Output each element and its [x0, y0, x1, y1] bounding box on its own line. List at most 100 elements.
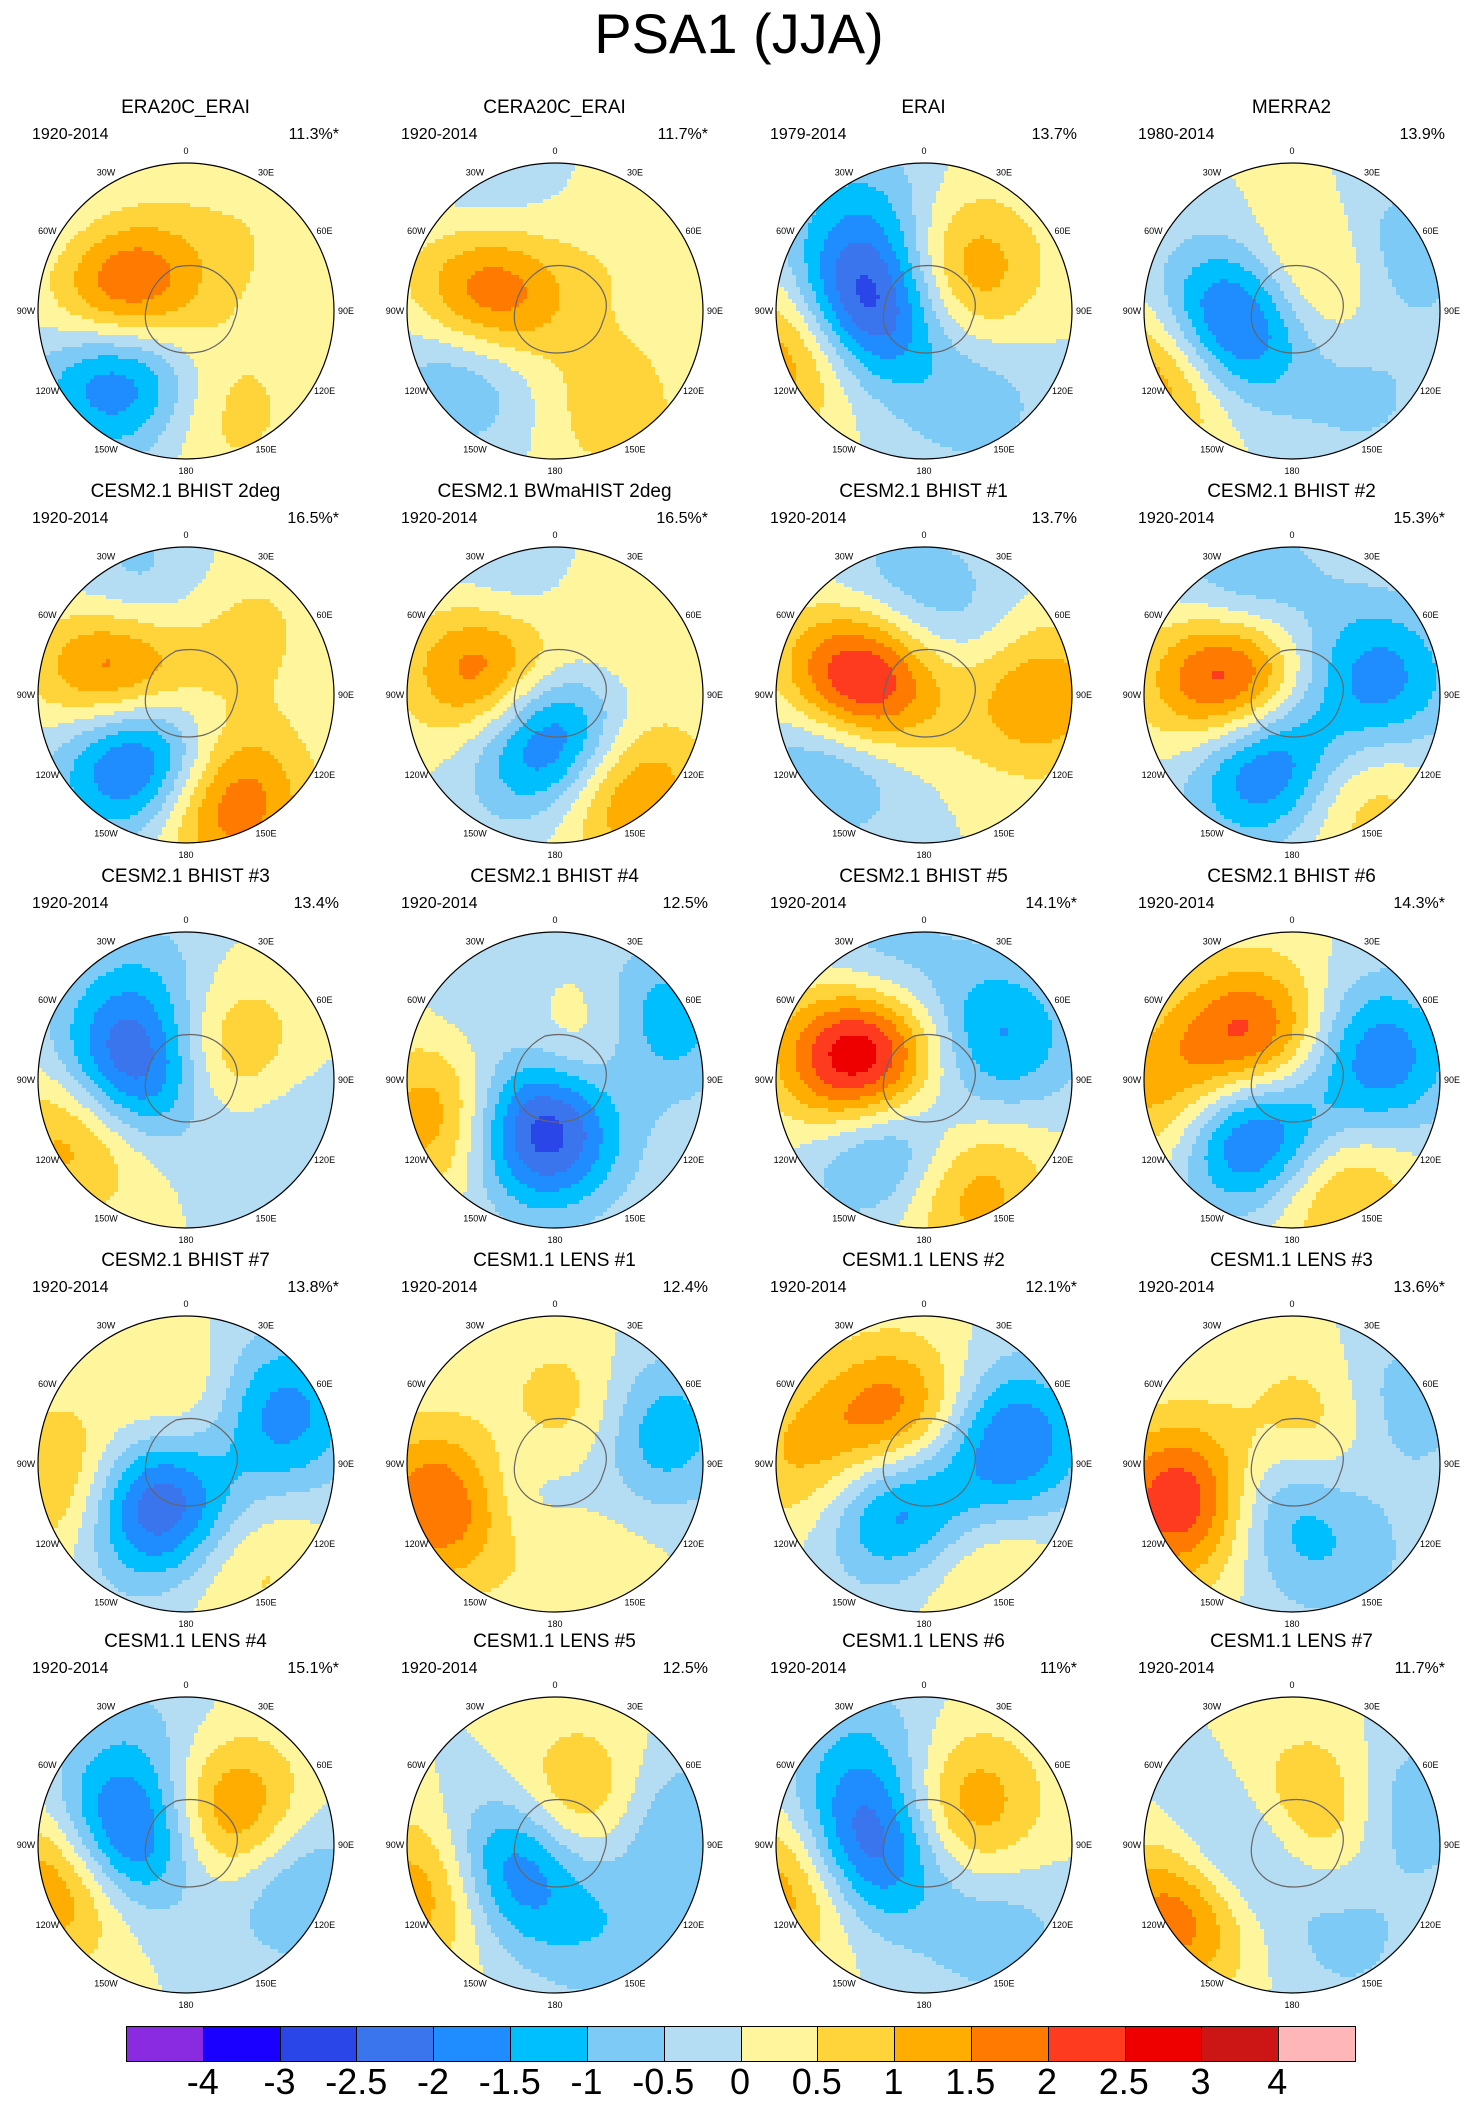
longitude-label: 180 — [547, 1619, 562, 1629]
colorbar-swatch — [511, 2027, 588, 2061]
longitude-label: 30E — [996, 167, 1012, 177]
longitude-label: 120E — [683, 1920, 704, 1930]
longitude-label: 60W — [38, 995, 57, 1005]
longitude-label: 30W — [97, 551, 116, 561]
longitude-label: 30W — [835, 1701, 854, 1711]
contour-field — [1144, 1697, 1441, 1994]
longitude-label: 30W — [835, 167, 854, 177]
map-panel: CESM2.1 BHIST #3 1920-2014 13.4% 0 30E 60E 90E… — [2, 866, 369, 1246]
longitude-label: 60W — [1144, 226, 1163, 236]
colorbar-swatch — [1049, 2027, 1126, 2061]
longitude-label: 90W — [386, 1075, 405, 1085]
longitude-label: 150W — [463, 1979, 487, 1989]
contour-field — [776, 932, 1073, 1229]
longitude-label: 120E — [1052, 770, 1073, 780]
longitude-label: 30E — [1364, 551, 1380, 561]
longitude-label: 150E — [993, 445, 1014, 455]
longitude-label: 30W — [466, 551, 485, 561]
longitude-label: 60W — [1144, 1379, 1163, 1389]
longitude-label: 30W — [1203, 167, 1222, 177]
contour-field — [407, 932, 704, 1229]
longitude-label: 90E — [338, 1459, 354, 1469]
longitude-label: 180 — [178, 1619, 193, 1629]
colorbar-tick-label: 1.5 — [945, 2060, 995, 2104]
longitude-label: 60E — [1423, 1379, 1439, 1389]
longitude-label: 120E — [1052, 1920, 1073, 1930]
colorbar-swatch — [1126, 2027, 1203, 2061]
longitude-label: 60E — [1055, 1760, 1071, 1770]
longitude-label: 60E — [317, 995, 333, 1005]
longitude-label: 150E — [1361, 1598, 1382, 1608]
longitude-label: 30W — [466, 1320, 485, 1330]
longitude-label: 90W — [17, 1075, 36, 1085]
longitude-label: 150W — [832, 445, 856, 455]
longitude-label: 180 — [916, 2000, 931, 2010]
longitude-label: 150W — [1200, 829, 1224, 839]
longitude-label: 150W — [463, 445, 487, 455]
longitude-label: 180 — [547, 2000, 562, 2010]
map-panel: CESM2.1 BHIST #7 1920-2014 13.8%* 0 30E 60E 90… — [2, 1250, 369, 1630]
contour-field — [407, 163, 704, 460]
longitude-label: 90W — [755, 1075, 774, 1085]
longitude-label: 60E — [317, 226, 333, 236]
longitude-label: 150W — [832, 1979, 856, 1989]
longitude-label: 60E — [1055, 610, 1071, 620]
longitude-label: 60W — [776, 610, 795, 620]
longitude-label: 120W — [1142, 770, 1166, 780]
longitude-label: 150E — [255, 829, 276, 839]
longitude-label: 60E — [1423, 610, 1439, 620]
longitude-label: 30E — [1364, 167, 1380, 177]
longitude-label: 90E — [1444, 1459, 1460, 1469]
contour-field — [407, 1316, 704, 1613]
longitude-label: 180 — [916, 1619, 931, 1629]
longitude-label: 150W — [94, 1214, 118, 1224]
longitude-label: 150E — [993, 1979, 1014, 1989]
longitude-label: 150E — [993, 829, 1014, 839]
longitude-label: 30E — [258, 167, 274, 177]
longitude-label: 150W — [1200, 1598, 1224, 1608]
colorbar-tick-label: -1 — [570, 2060, 602, 2104]
longitude-label: 120E — [683, 1155, 704, 1165]
colorbar-tick-label: -1.5 — [479, 2060, 541, 2104]
longitude-label: 120E — [1052, 386, 1073, 396]
colorbar-swatch — [127, 2027, 204, 2061]
longitude-label: 120W — [405, 1155, 429, 1165]
longitude-label: 120E — [314, 1155, 335, 1165]
longitude-label: 90W — [1123, 690, 1142, 700]
map-panel: CERA20C_ERAI 1920-2014 11.7%* 0 30E 60E 90E 120… — [371, 97, 738, 477]
longitude-label: 0 — [1289, 530, 1294, 540]
longitude-label: 30E — [1364, 936, 1380, 946]
longitude-label: 150W — [94, 1598, 118, 1608]
map-panel: CESM1.1 LENS #2 1920-2014 12.1%* 0 30E 60E 90E… — [740, 1250, 1107, 1630]
contour-field — [38, 932, 335, 1229]
longitude-label: 150E — [1361, 1214, 1382, 1224]
longitude-label: 60W — [38, 226, 57, 236]
contour-field — [1144, 547, 1441, 844]
colorbar-tick-label: 0.5 — [792, 2060, 842, 2104]
longitude-label: 120W — [774, 770, 798, 780]
longitude-label: 150E — [624, 1598, 645, 1608]
colorbar-labels: -4 -3 -2.5 -2 -1.5 -1 -0.5 0 0.5 1 1.5 2 2.5 3 4 — [0, 2060, 1478, 2106]
longitude-label: 90E — [1076, 1459, 1092, 1469]
longitude-label: 30E — [1364, 1320, 1380, 1330]
contour-field — [38, 163, 335, 460]
colorbar-tick-label: 3 — [1190, 2060, 1210, 2104]
longitude-label: 30W — [466, 167, 485, 177]
longitude-label: 30W — [1203, 1701, 1222, 1711]
longitude-label: 120W — [1142, 1539, 1166, 1549]
longitude-label: 120W — [405, 1920, 429, 1930]
longitude-label: 90W — [1123, 1459, 1142, 1469]
longitude-label: 120E — [683, 770, 704, 780]
contour-field — [38, 1316, 335, 1613]
longitude-label: 120E — [1052, 1539, 1073, 1549]
longitude-label: 90W — [17, 306, 36, 316]
longitude-label: 120W — [36, 770, 60, 780]
longitude-label: 120W — [1142, 1155, 1166, 1165]
longitude-label: 180 — [1284, 1235, 1299, 1245]
